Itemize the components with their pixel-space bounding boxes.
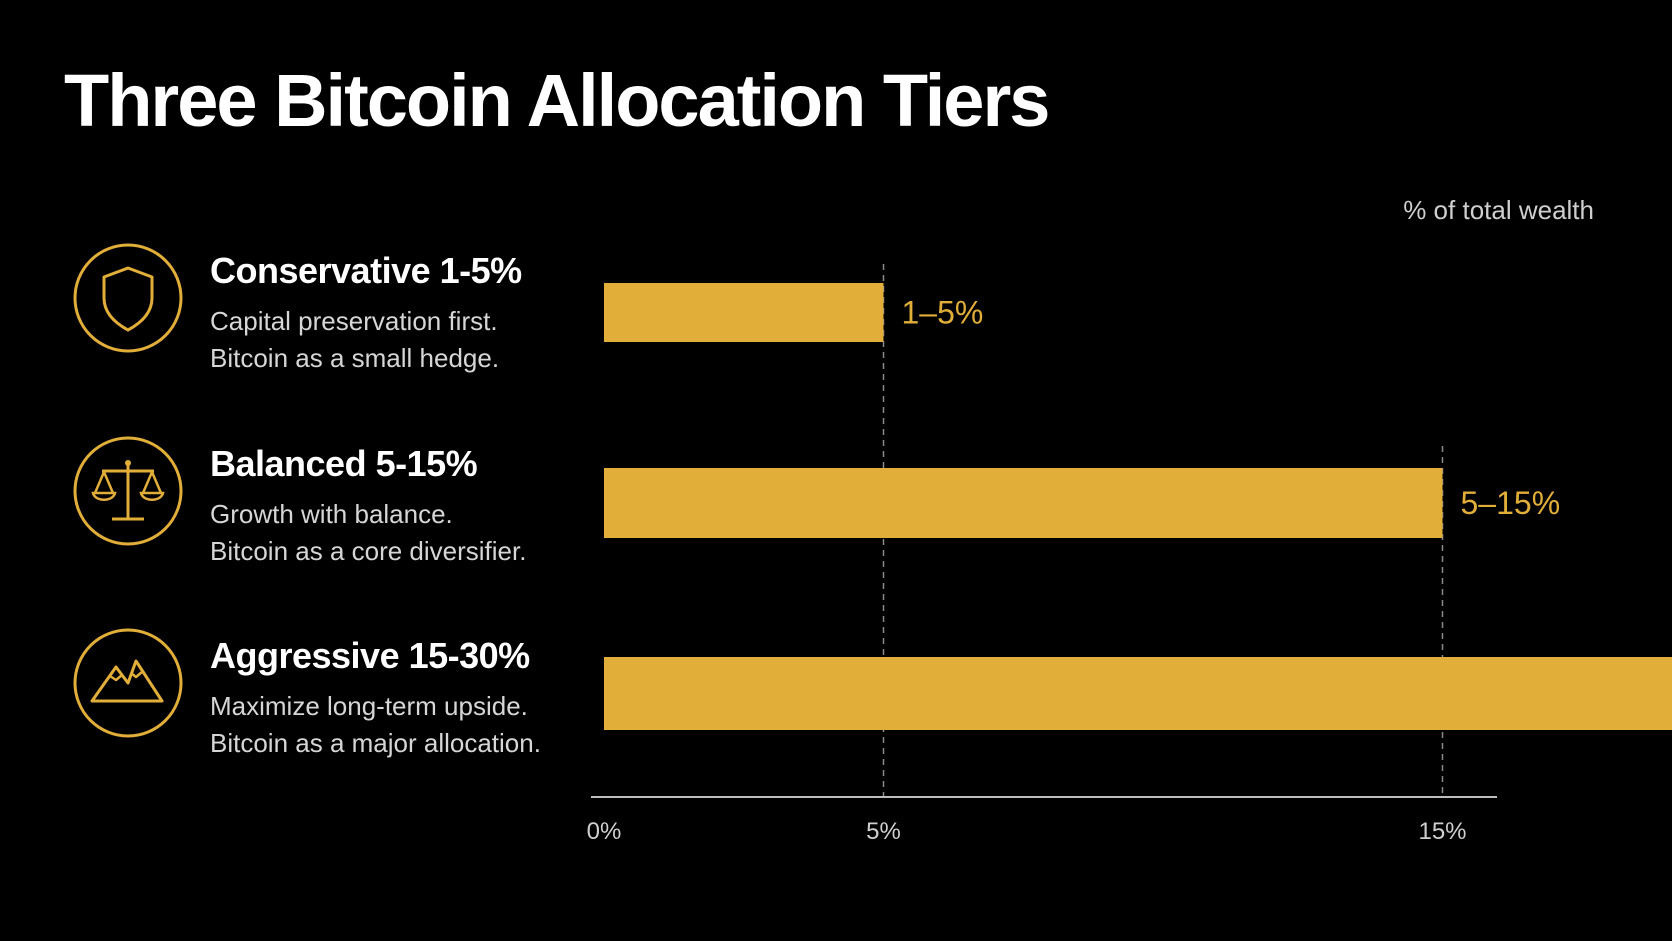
x-tick-label: 5% [866,818,901,845]
tier-name: Balanced 5-15% [210,443,478,484]
x-tick-label: 0% [587,818,622,845]
tier-name: Conservative 1-5% [210,250,522,291]
mountain-icon [73,628,183,738]
tier-description: Bitcoin as a core diversifier. [210,536,527,566]
bar-data-label: 5–15% [1461,485,1561,521]
x-tick-label: 15% [1418,818,1466,845]
tier-description: Capital preservation first. [210,306,498,336]
scale-icon [73,436,183,546]
tier-description: Maximize long-term upside. [210,691,528,721]
tier-description: Bitcoin as a major allocation. [210,728,541,758]
bar-balanced [604,468,1443,538]
tier-aggressive: Aggressive 15-30% Maximize long-term ups… [72,627,572,758]
bar-data-label: 1–5% [902,295,984,331]
tier-balanced: Balanced 5-15% Growth with balance. Bitc… [72,435,572,566]
shield-icon [73,243,183,353]
tier-conservative: Conservative 1-5% Capital preservation f… [72,242,572,373]
bar-aggressive [604,657,1672,730]
tier-description: Bitcoin as a small hedge. [210,343,500,373]
page-title: Three Bitcoin Allocation Tiers [64,59,1050,142]
bar-conservative [604,283,884,342]
tier-name: Aggressive 15-30% [210,635,530,676]
tier-description: Growth with balance. [210,499,453,529]
axis-caption: % of total wealth [1403,195,1594,225]
